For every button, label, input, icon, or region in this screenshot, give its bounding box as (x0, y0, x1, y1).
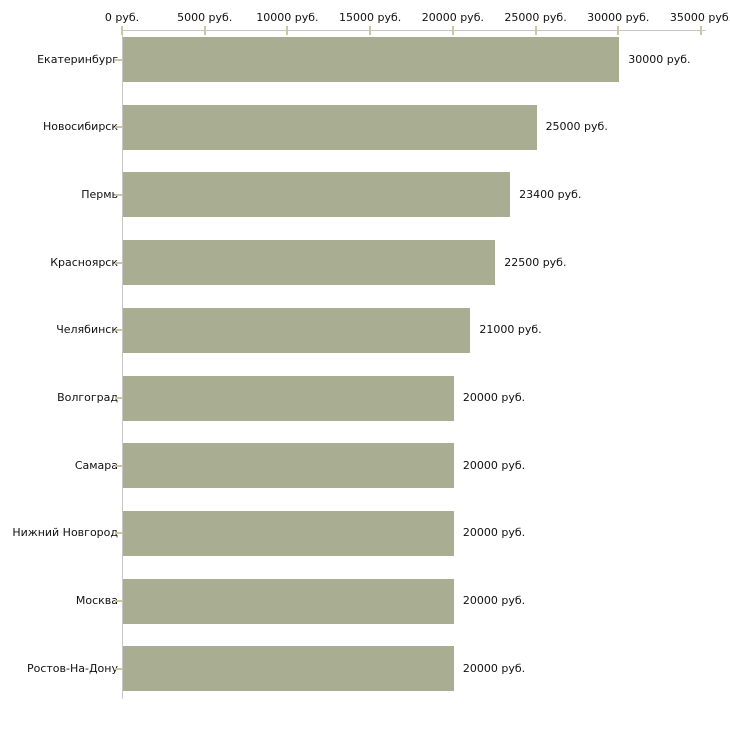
bar (123, 307, 471, 353)
bar (123, 578, 454, 624)
x-axis-tick (617, 26, 620, 35)
x-axis-tick-label: 20000 руб. (421, 11, 484, 24)
bar (123, 510, 454, 556)
y-axis-tick (115, 58, 122, 61)
value-label: 20000 руб. (462, 391, 526, 404)
x-axis-tick (451, 26, 454, 35)
bar (123, 240, 496, 286)
value-label: 25000 руб. (545, 120, 608, 134)
y-axis-tick (115, 329, 122, 332)
x-axis-tick (534, 26, 537, 35)
y-axis-line (122, 30, 123, 699)
value-label: 21000 руб. (479, 323, 542, 337)
bar (123, 646, 454, 692)
x-axis-tick-label: 5000 руб. (177, 11, 233, 24)
value-label: 23400 руб. (519, 187, 582, 201)
y-axis-tick (115, 397, 122, 399)
x-axis-tick-label: 0 руб. (104, 11, 140, 24)
x-axis-tick-label: 35000 руб. (669, 11, 730, 24)
bar (123, 443, 454, 489)
y-axis-tick (115, 600, 122, 603)
x-axis-tick-label: 25000 руб. (504, 11, 567, 24)
x-axis-tick (700, 26, 702, 35)
y-axis-tick (115, 464, 122, 467)
x-axis-tick (121, 26, 123, 35)
x-axis-line (122, 30, 706, 31)
category-label: Екатеринбург (37, 52, 118, 66)
value-label: 20000 руб. (462, 458, 526, 472)
value-label: 22500 руб. (504, 255, 567, 269)
x-axis-tick (369, 26, 372, 35)
x-axis-tick-label: 30000 руб. (587, 11, 650, 24)
bar (123, 172, 511, 218)
y-axis-tick (115, 126, 122, 129)
x-axis-tick (203, 26, 206, 35)
x-axis-tick-label: 10000 руб. (256, 11, 319, 24)
x-axis-tick-label: 15000 руб. (339, 11, 402, 24)
bar (123, 37, 620, 82)
value-label: 20000 руб. (462, 661, 526, 675)
category-label: Самара (74, 458, 118, 472)
bar (123, 104, 537, 150)
value-label: 30000 руб. (628, 52, 691, 66)
value-label: 20000 руб. (462, 594, 526, 608)
y-axis-tick (115, 193, 122, 196)
y-axis-tick (115, 532, 122, 535)
y-axis-tick (115, 667, 122, 670)
category-label: Волгоград (57, 391, 118, 404)
x-axis-tick (286, 26, 289, 35)
category-label: Москва (75, 594, 118, 608)
category-label: Нижний Новгород (12, 526, 118, 540)
value-label: 20000 руб. (462, 526, 526, 540)
category-label: Новосибирск (42, 120, 118, 134)
category-label: Челябинск (56, 323, 118, 337)
bar (123, 375, 454, 421)
category-label: Красноярск (50, 255, 118, 269)
y-axis-tick (115, 261, 122, 264)
category-label: Ростов-На-Дону (26, 661, 118, 675)
category-label: Пермь (81, 187, 118, 201)
